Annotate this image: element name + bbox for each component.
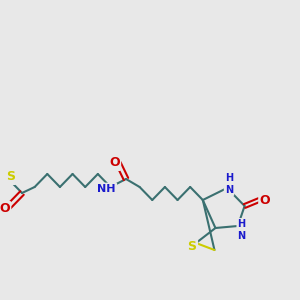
Text: H
N: H N xyxy=(225,173,233,195)
Text: H
N: H N xyxy=(238,219,246,241)
Text: O: O xyxy=(260,194,270,206)
Text: O: O xyxy=(0,202,10,215)
Text: O: O xyxy=(109,157,120,169)
Text: NH: NH xyxy=(97,184,116,194)
Text: S: S xyxy=(188,241,196,254)
Text: S: S xyxy=(6,170,15,184)
